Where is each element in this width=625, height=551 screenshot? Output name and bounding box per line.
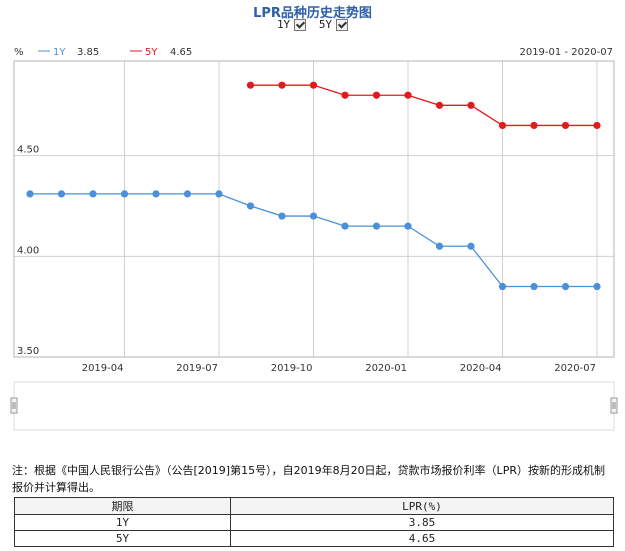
- series-toggles: 1Y 5Y: [0, 18, 625, 31]
- data-point-1y: [89, 190, 97, 198]
- data-point-1y: [404, 222, 412, 230]
- data-point-1y: [183, 190, 192, 198]
- data-point-1y: [593, 282, 601, 291]
- x-tick-label: 2020-01: [365, 363, 407, 374]
- legend-1y-value: 3.85: [77, 47, 99, 58]
- toggle-1y-checkbox[interactable]: [294, 18, 307, 31]
- toggle-1y-label: 1Y: [276, 18, 291, 31]
- x-tick-label: 2020-07: [554, 363, 596, 374]
- footnote: 注：根据《中国人民银行公告》（公告[2019]第15号），自2019年8月20日…: [12, 464, 605, 494]
- data-point-1y: [246, 202, 255, 210]
- navigator-right-handle[interactable]: [610, 397, 618, 414]
- table-row: 5Y 4.65: [13, 530, 614, 547]
- range-navigator[interactable]: [13, 381, 615, 431]
- data-point-5y: [309, 81, 318, 89]
- y-tick-label: 4.50: [17, 145, 39, 156]
- data-point-5y: [498, 121, 507, 130]
- x-tick-label: 2019-04: [82, 363, 124, 374]
- data-point-5y: [467, 101, 475, 109]
- table-cell-rate: 3.85: [230, 514, 614, 531]
- data-point-5y: [278, 81, 286, 89]
- data-point-1y: [530, 282, 538, 291]
- plot-frame: [13, 60, 615, 358]
- data-point-5y: [435, 101, 444, 109]
- data-point-1y: [309, 212, 318, 220]
- table-header-row: 期限 LPR(%): [13, 497, 614, 515]
- data-point-5y: [530, 121, 538, 130]
- toggle-5y-checkbox[interactable]: [336, 18, 349, 31]
- data-point-5y: [561, 121, 570, 130]
- table-cell-term: 1Y: [13, 514, 232, 531]
- data-point-1y: [120, 190, 129, 198]
- data-point-5y: [246, 81, 255, 89]
- legend-1y-label: 1Y: [53, 47, 66, 58]
- data-point-1y: [435, 242, 444, 250]
- data-point-5y: [404, 91, 412, 99]
- toggle-5y-label: 5Y: [318, 18, 333, 31]
- navigator-left-handle[interactable]: [10, 397, 18, 414]
- y-unit-label: %: [14, 47, 24, 58]
- data-point-5y: [341, 91, 349, 99]
- data-point-1y: [152, 190, 160, 198]
- data-point-1y: [278, 212, 286, 220]
- data-point-1y: [372, 222, 381, 230]
- data-point-5y: [593, 121, 601, 130]
- x-tick-label: 2019-07: [176, 363, 218, 374]
- chart-title: LPR品种历史走势图: [253, 6, 372, 21]
- data-point-1y: [467, 242, 475, 250]
- data-point-1y: [341, 222, 349, 230]
- date-range: 2019-01 - 2020-07: [519, 47, 613, 58]
- data-point-1y: [57, 190, 66, 198]
- table-header-term: 期限: [13, 497, 232, 515]
- lpr-line-chart: % 1Y 3.85 5Y 4.65 2019-01 - 2020-07 4.50…: [10, 47, 618, 431]
- legend-5y-label: 5Y: [145, 47, 158, 58]
- x-tick-label: 2019-10: [271, 363, 313, 374]
- table-row: 1Y 3.85: [13, 514, 614, 531]
- data-point-5y: [372, 91, 381, 99]
- series-line-5y: [250, 84, 597, 127]
- y-tick-label: 4.00: [17, 245, 39, 256]
- data-point-1y: [498, 282, 507, 291]
- lpr-table: 期限 LPR(%) 1Y 3.85 5Y 4.65: [13, 497, 614, 547]
- toggle-5y[interactable]: 5Y: [318, 18, 349, 31]
- toggle-1y[interactable]: 1Y: [276, 18, 307, 31]
- y-tick-label: 3.50: [17, 346, 39, 357]
- table-header-lpr: LPR(%): [230, 497, 614, 515]
- data-point-1y: [561, 282, 570, 291]
- table-cell-term: 5Y: [13, 530, 232, 547]
- table-cell-rate: 4.65: [230, 530, 614, 547]
- data-point-1y: [215, 190, 223, 198]
- data-point-1y: [26, 190, 34, 198]
- x-tick-label: 2020-04: [460, 363, 502, 374]
- legend-5y-value: 4.65: [170, 47, 192, 58]
